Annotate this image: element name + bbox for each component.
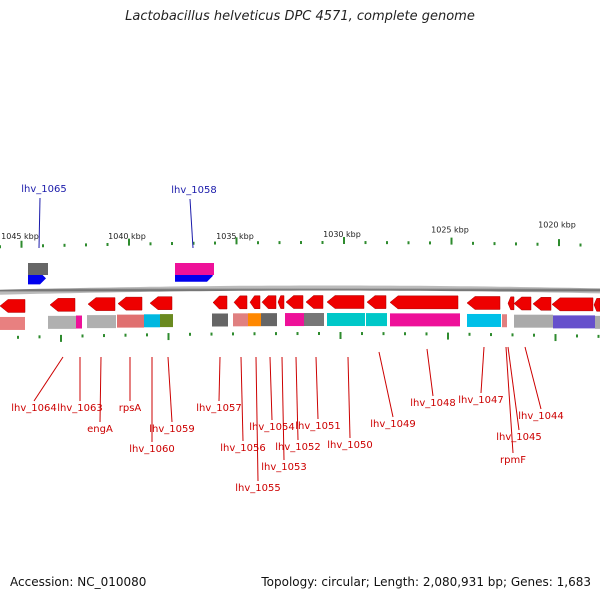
reverse-gene-arrow	[233, 295, 248, 310]
reverse-gene-arrow	[305, 295, 324, 309]
gene-label-bottom: lhv_1052	[275, 442, 320, 453]
reverse-gene-arrow	[593, 298, 600, 312]
gene-category-box	[595, 315, 600, 329]
label-leader	[240, 356, 244, 442]
gene-label-bottom: lhv_1045	[496, 432, 541, 443]
gene-category-box	[261, 313, 277, 327]
gene-category-box	[502, 314, 507, 328]
label-leader	[281, 356, 285, 461]
label-leader	[524, 346, 542, 410]
reverse-gene-arrow	[277, 295, 285, 309]
reverse-gene-arrow	[49, 298, 76, 312]
gene-label-bottom: rpsA	[119, 403, 142, 414]
label-leader	[505, 346, 514, 454]
scale-label: 1030 kbp	[323, 230, 361, 239]
label-leader	[507, 346, 520, 431]
label-leader	[378, 351, 394, 418]
gene-label-bottom: engA	[87, 424, 113, 435]
gene-label-bottom: lhv_1057	[196, 403, 241, 414]
reverse-gene-arrow	[326, 295, 365, 309]
reverse-gene-arrow	[249, 295, 261, 309]
label-leader	[269, 356, 273, 421]
gene-category-box	[48, 315, 76, 329]
gene-category-box	[175, 263, 214, 275]
gene-label-top: lhv_1058	[171, 185, 216, 196]
accession-text: Accession: NC_010080	[10, 575, 147, 589]
label-leader	[99, 356, 102, 423]
reverse-gene-arrow	[532, 297, 552, 311]
gene-category-box	[248, 313, 261, 327]
gene-label-bottom: lhv_1049	[370, 419, 415, 430]
gene-category-box	[366, 313, 387, 327]
gene-category-box	[0, 316, 25, 330]
gene-category-box	[327, 313, 365, 327]
gene-label-bottom: lhv_1059	[149, 424, 194, 435]
gene-label-bottom: lhv_1056	[220, 443, 265, 454]
gene-label-bottom: lhv_1060	[129, 444, 174, 455]
gene-label-bottom: lhv_1051	[295, 421, 340, 432]
gene-category-box	[212, 313, 228, 327]
gene-category-box	[117, 314, 144, 328]
gene-category-box	[304, 313, 324, 327]
gene-label-top: lhv_1065	[21, 184, 66, 195]
reverse-gene-arrow	[285, 295, 304, 309]
reverse-gene-arrow	[366, 295, 387, 309]
label-leader	[218, 356, 221, 402]
gene-category-box	[76, 315, 82, 329]
forward-gene-arrow	[28, 272, 46, 285]
gene-label-bottom: lhv_1044	[518, 411, 563, 422]
scale-label: 1020 kbp	[538, 220, 576, 229]
reverse-gene-arrow	[0, 299, 26, 313]
reverse-gene-arrow	[507, 296, 515, 311]
gene-category-box	[514, 314, 553, 328]
scale-label: 1025 kbp	[431, 225, 469, 234]
genome-backbone	[0, 285, 600, 295]
gene-category-box	[467, 313, 501, 327]
reverse-gene-arrow	[551, 297, 594, 312]
map-title: Lactobacillus helveticus DPC 4571, compl…	[125, 9, 475, 24]
reverse-gene-arrow	[87, 297, 116, 311]
label-leader	[189, 198, 194, 249]
gene-label-bottom: lhv_1050	[327, 440, 372, 451]
gene-category-box	[87, 315, 116, 329]
reverse-gene-arrow	[513, 296, 532, 311]
label-leader	[167, 356, 173, 423]
gene-label-bottom: lhv_1053	[261, 462, 306, 473]
scale-label: 1045 kbp	[1, 232, 39, 241]
gene-label-bottom: lhv_1055	[235, 483, 280, 494]
scale-label: 1040 kbp	[108, 232, 146, 241]
reverse-gene-arrow	[261, 295, 277, 309]
gene-category-box	[28, 263, 48, 275]
gene-label-bottom: rpmF	[500, 455, 526, 466]
label-leader	[33, 356, 64, 402]
reverse-gene-arrow	[117, 296, 143, 311]
reverse-gene-arrow	[212, 295, 228, 310]
label-leader	[347, 356, 351, 439]
gene-category-box	[160, 314, 173, 328]
label-leader	[38, 197, 41, 249]
gene-label-bottom: lhv_1048	[410, 398, 455, 409]
reverse-gene-arrow	[149, 296, 173, 310]
label-leader	[480, 346, 485, 394]
gene-category-box	[233, 313, 248, 327]
gene-label-bottom: lhv_1047	[458, 395, 503, 406]
reverse-gene-arrow	[466, 296, 501, 310]
genome-summary: Topology: circular; Length: 2,080,931 bp…	[261, 575, 591, 589]
gene-category-box	[553, 315, 595, 329]
gene-category-box	[285, 313, 304, 327]
gene-label-bottom: lhv_1064	[11, 403, 56, 414]
gene-label-bottom: lhv_1054	[249, 422, 294, 433]
scale-label: 1035 kbp	[216, 232, 254, 241]
label-leader	[426, 348, 434, 397]
label-leader	[255, 356, 259, 482]
gene-label-bottom: lhv_1063	[57, 403, 102, 414]
gene-category-box	[390, 313, 460, 327]
reverse-gene-arrow	[389, 295, 459, 310]
label-leader	[315, 356, 319, 420]
label-leader	[295, 356, 299, 441]
gene-category-box	[144, 314, 160, 328]
